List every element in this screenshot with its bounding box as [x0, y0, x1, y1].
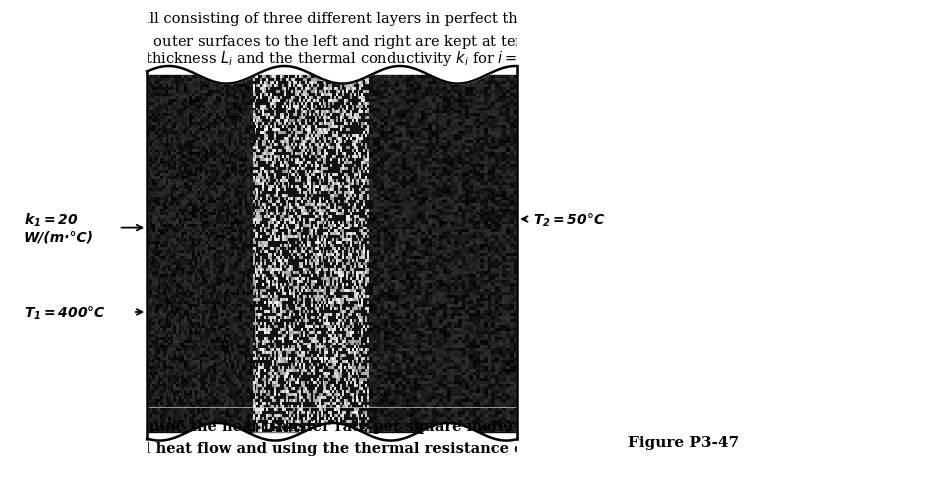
Text: Figure P3-47: Figure P3-47 [627, 435, 739, 448]
Text: respectively. The thickness $L_i$ and the thermal conductivity $k_i$ for $i = 1,: respectively. The thickness $L_i$ and th… [14, 49, 728, 68]
Text: $\bfit{T}_2 = 50°C$: $\bfit{T}_2 = 50°C$ [533, 211, 605, 228]
Text: W/(m·°C): W/(m·°C) [24, 230, 94, 244]
Text: A composite wall consisting of three different layers in perfect thermal contact: A composite wall consisting of three dif… [14, 12, 738, 26]
Text: one-dimensional heat flow and using the thermal resistance concept.: one-dimensional heat flow and using the … [14, 441, 584, 455]
Text: $\bfit{T}_1 = 400°C$: $\bfit{T}_1 = 400°C$ [24, 304, 105, 321]
Text: $\bfit{k}_1 = 20$: $\bfit{k}_1 = 20$ [24, 211, 78, 228]
Text: sketch below. The outer surfaces to the left and right are kept at temperatures : sketch below. The outer surfaces to the … [14, 31, 799, 51]
Text: specified. Determine the heat transfer rate per square meter across this composi: specified. Determine the heat transfer r… [14, 419, 852, 433]
